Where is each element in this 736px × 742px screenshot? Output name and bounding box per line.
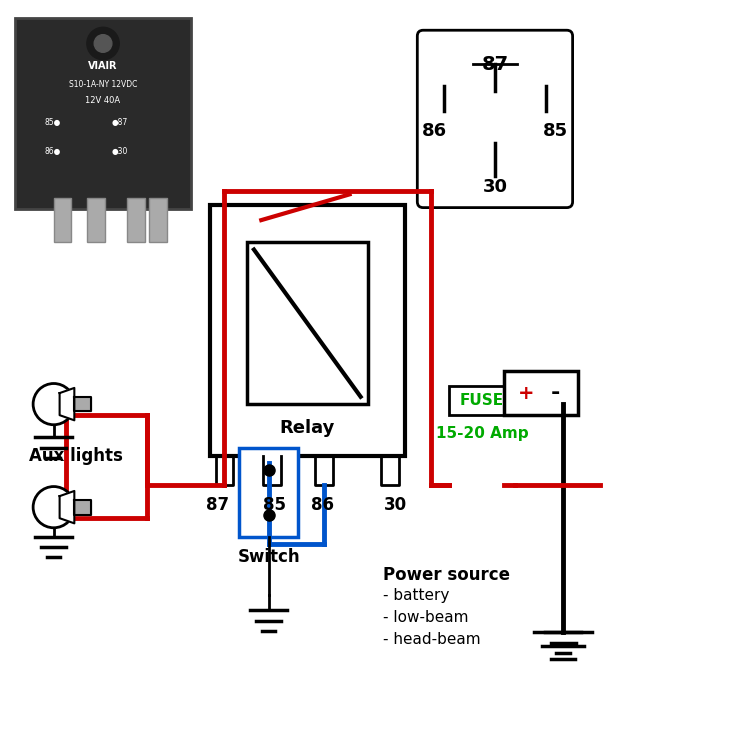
Text: 85●: 85● xyxy=(44,119,60,128)
Text: 30: 30 xyxy=(483,178,507,196)
Text: 85: 85 xyxy=(263,496,286,514)
Circle shape xyxy=(94,35,112,53)
Bar xyxy=(449,386,515,416)
Text: 12V 40A: 12V 40A xyxy=(85,96,121,105)
Text: 87: 87 xyxy=(206,496,229,514)
Text: -: - xyxy=(551,383,560,403)
Text: - low-beam: - low-beam xyxy=(383,610,468,626)
Text: VIAIR: VIAIR xyxy=(88,61,118,70)
Text: Relay: Relay xyxy=(280,419,335,437)
Text: 86: 86 xyxy=(311,496,333,514)
Polygon shape xyxy=(60,388,74,420)
Bar xyxy=(87,198,105,242)
Bar xyxy=(504,371,578,416)
Bar xyxy=(210,206,405,456)
Text: 30: 30 xyxy=(384,496,407,514)
Circle shape xyxy=(33,487,74,528)
Text: 86: 86 xyxy=(422,122,447,140)
Bar xyxy=(239,448,298,536)
Text: 86●: 86● xyxy=(44,147,60,156)
Text: 87: 87 xyxy=(481,54,509,73)
Bar xyxy=(127,198,145,242)
Text: - head-beam: - head-beam xyxy=(383,632,481,647)
Text: ●87: ●87 xyxy=(112,119,128,128)
Bar xyxy=(15,18,191,209)
Text: 85: 85 xyxy=(543,122,568,140)
Text: ●30: ●30 xyxy=(112,147,128,156)
Circle shape xyxy=(87,27,119,59)
Bar xyxy=(54,198,71,242)
Bar xyxy=(247,242,368,404)
FancyBboxPatch shape xyxy=(417,30,573,208)
Text: Switch: Switch xyxy=(237,548,300,565)
Polygon shape xyxy=(74,397,91,412)
Text: FUSE: FUSE xyxy=(460,393,504,408)
Text: +: + xyxy=(518,384,534,403)
Text: - battery: - battery xyxy=(383,588,449,603)
Text: 15-20 Amp: 15-20 Amp xyxy=(436,426,528,441)
Polygon shape xyxy=(74,500,91,514)
Text: Power source: Power source xyxy=(383,566,510,584)
Polygon shape xyxy=(60,491,74,523)
Bar xyxy=(149,198,167,242)
Text: S10-1A-NY 12VDC: S10-1A-NY 12VDC xyxy=(69,80,137,89)
Circle shape xyxy=(33,384,74,424)
Text: Aux lights: Aux lights xyxy=(29,447,124,464)
